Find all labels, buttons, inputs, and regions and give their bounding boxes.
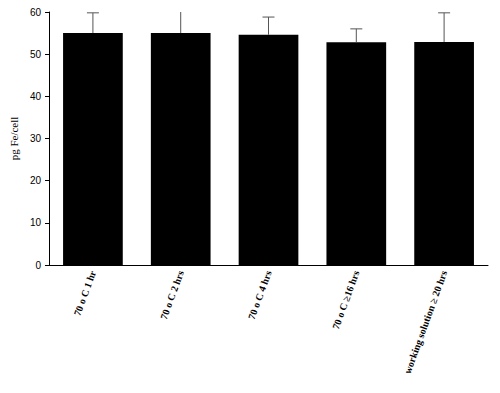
svg-text:0: 0 bbox=[35, 260, 41, 271]
svg-text:50: 50 bbox=[30, 49, 42, 60]
svg-text:40: 40 bbox=[30, 91, 42, 102]
svg-text:working solution ≥ 20 hrs: working solution ≥ 20 hrs bbox=[402, 269, 450, 375]
svg-text:60: 60 bbox=[30, 7, 42, 18]
svg-text:70 o C 4 hrs: 70 o C 4 hrs bbox=[246, 269, 274, 321]
svg-text:70 o C 1 hr: 70 o C 1 hr bbox=[72, 269, 99, 318]
svg-text:10: 10 bbox=[30, 217, 42, 228]
svg-text:pg Fe/cell: pg Fe/cell bbox=[8, 117, 20, 161]
svg-text:30: 30 bbox=[30, 133, 42, 144]
svg-text:20: 20 bbox=[30, 175, 42, 186]
svg-text:70 o C 2 hrs: 70 o C 2 hrs bbox=[158, 269, 186, 321]
svg-text:70 o C ≥16 hrs: 70 o C ≥16 hrs bbox=[330, 269, 361, 331]
